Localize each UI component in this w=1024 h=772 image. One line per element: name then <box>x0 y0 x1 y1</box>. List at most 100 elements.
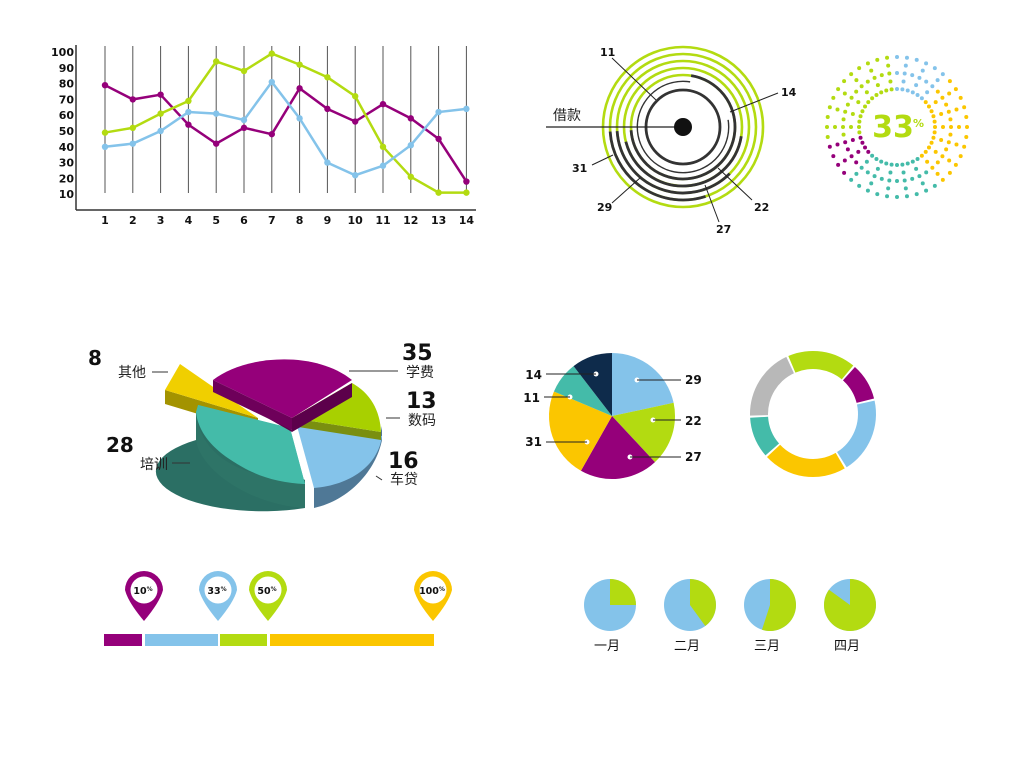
x-tick-label: 2 <box>129 214 137 227</box>
gauge-dot <box>865 188 870 193</box>
gauge-dot <box>895 195 899 199</box>
x-tick-label: 3 <box>157 214 165 227</box>
gauge-dot <box>902 71 907 76</box>
ring-dark-arc <box>624 136 743 188</box>
gauge-dot <box>866 149 871 154</box>
gauge-dot <box>902 178 907 183</box>
pie-slice <box>612 402 675 463</box>
x-tick-label: 5 <box>212 214 220 227</box>
gauge-dot <box>843 109 848 114</box>
gauge-dot <box>935 160 940 165</box>
gauge-dot <box>930 165 935 170</box>
gauge-dot <box>919 96 924 101</box>
gauge-dot <box>842 79 847 84</box>
data-point-green <box>268 50 275 57</box>
mini-pie-fill <box>824 579 877 631</box>
marker-value-number: 33 <box>207 586 220 597</box>
data-point-blue <box>268 78 275 86</box>
gauge-dot <box>901 170 906 175</box>
gauge-dot <box>947 170 952 175</box>
gauge-dot <box>825 115 830 120</box>
gauge-dot <box>874 156 879 161</box>
gauge-dot <box>932 130 937 135</box>
gauge-dot <box>859 84 864 89</box>
pie3d-label-tuition: 学费 <box>406 365 434 381</box>
gauge-dot <box>886 186 891 191</box>
data-point-purple <box>296 85 303 92</box>
gauge-dot <box>835 142 840 147</box>
pie-slice <box>612 353 674 416</box>
gauge-dot <box>864 159 869 164</box>
data-point-purple <box>129 96 136 103</box>
gauge-dot <box>905 88 910 93</box>
gauge-dot <box>889 162 894 167</box>
gauge-dot <box>947 91 952 96</box>
data-point-purple <box>379 100 387 108</box>
gauge-dot <box>859 165 864 170</box>
data-point-purple <box>240 124 248 132</box>
gauge-dot <box>901 79 906 84</box>
marker-pin-inner <box>204 576 232 604</box>
progress-markers: 10% 33% 50% 100% <box>104 570 452 646</box>
gauge-dot <box>924 188 929 193</box>
pie-value-label: 11 <box>523 391 540 405</box>
gauge-dot <box>914 57 919 62</box>
gauge-dot <box>946 109 951 114</box>
gauge-dot <box>933 149 938 154</box>
gauge-dot <box>841 117 846 122</box>
gauge-dot <box>923 149 928 154</box>
pie3d-slice-digital-top <box>292 383 381 432</box>
gauge-dot <box>935 78 940 83</box>
gauge-dot <box>948 132 953 137</box>
ring-value-label: 14 <box>781 86 797 99</box>
pie3d-value-training: 28 <box>106 433 134 457</box>
x-tick-label: 4 <box>185 214 193 227</box>
gauge-dot <box>827 105 832 110</box>
ring-leader <box>611 57 657 101</box>
gauge-dot <box>924 79 929 84</box>
gauge-dot <box>962 144 967 149</box>
mini-pie-label: 二月 <box>674 639 700 654</box>
gauge-dot <box>886 63 891 68</box>
gauge-dot <box>849 72 854 77</box>
pie3d-leader-carloan <box>375 475 383 481</box>
gauge-dot <box>944 147 949 152</box>
x-tick-label: 13 <box>431 214 446 227</box>
gauge-dot <box>889 87 894 92</box>
pie3d-label-carloan: 车贷 <box>390 471 418 488</box>
data-point-green <box>324 74 331 81</box>
gauge-dot <box>910 159 915 164</box>
data-point-blue <box>463 105 470 113</box>
gauge-dot <box>965 125 969 129</box>
gauge-dot <box>947 79 952 84</box>
pie3d-slice-other-top <box>165 364 258 418</box>
gauge-dot <box>940 95 945 100</box>
gauge-dot <box>879 176 884 181</box>
gauge-dot <box>917 174 922 179</box>
line-chart-y-ticks: 10 20 30 40 50 60 70 80 90 100 <box>51 46 74 201</box>
mini-pie-fill <box>610 579 636 605</box>
ring-leader <box>704 184 720 223</box>
pie-slice <box>548 391 612 471</box>
gauge-dot <box>944 102 949 107</box>
gauge-value: 33 <box>872 110 914 145</box>
marker-pin-inner <box>254 576 282 604</box>
gauge-dot <box>931 114 936 119</box>
progress-bar-segment <box>220 634 267 646</box>
gauge-dot <box>932 183 937 188</box>
pie3d-label-digital: 数码 <box>408 413 436 429</box>
gauge-dots <box>825 55 969 199</box>
gauge-dot <box>875 57 880 62</box>
pie-slices <box>548 353 675 480</box>
x-tick-label: 6 <box>240 214 248 227</box>
gauge-dot <box>895 55 899 59</box>
gauge-dot <box>895 179 899 183</box>
ring-leader <box>717 167 753 201</box>
line-chart-series <box>101 50 470 196</box>
gauge-dot <box>904 194 909 199</box>
gauge-dot <box>841 132 846 137</box>
gauge-dot <box>895 87 899 91</box>
gauge-dot <box>827 144 832 149</box>
gauge-dot <box>946 140 951 145</box>
pie-slice <box>573 353 612 416</box>
